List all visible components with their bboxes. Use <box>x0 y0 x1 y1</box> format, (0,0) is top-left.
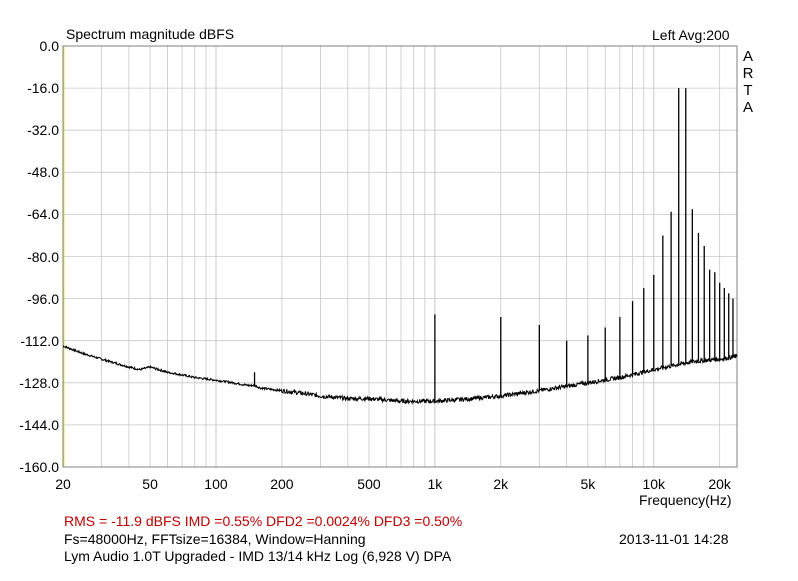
x-tick-label: 500 <box>357 476 381 492</box>
y-tick-label: -112.0 <box>20 332 59 349</box>
chart-title: Spectrum magnitude dBFS <box>66 26 235 42</box>
y-tick-label: -32.0 <box>27 122 59 139</box>
x-tick-label: 20k <box>708 476 731 492</box>
arta-letter: R <box>742 65 754 82</box>
y-tick-label: 0.0 <box>39 38 59 54</box>
chart-grid <box>62 45 737 468</box>
channel-average-label: Left Avg:200 <box>652 27 730 43</box>
x-tick-label: 1k <box>427 476 443 492</box>
x-tick-label: 5k <box>580 476 596 492</box>
arta-letter: A <box>742 48 753 65</box>
y-tick-label: -128.0 <box>19 374 59 391</box>
x-tick-label: 100 <box>204 476 228 492</box>
x-tick-label: 20 <box>55 476 71 492</box>
noise-floor-line <box>63 345 738 405</box>
arta-letter: A <box>742 99 753 116</box>
timestamp: 2013-11-01 14:28 <box>619 531 729 547</box>
y-tick-label: -80.0 <box>27 248 59 265</box>
plot-area <box>62 45 738 468</box>
y-tick-label: -160.0 <box>19 459 59 475</box>
measurement-description: Lym Audio 1.0T Upgraded - IMD 13/14 kHz … <box>64 548 452 564</box>
x-tick-label: 50 <box>142 476 158 492</box>
y-tick-label: -144.0 <box>19 416 59 433</box>
spectral-peaks <box>253 88 734 402</box>
y-tick-label: -48.0 <box>27 164 59 181</box>
measurement-results: RMS = -11.9 dBFS IMD =0.55% DFD2 =0.0024… <box>64 513 463 529</box>
y-tick-label: -16.0 <box>27 80 59 97</box>
x-tick-label: 2k <box>493 476 509 492</box>
x-axis-label: Frequency(Hz) <box>639 492 732 508</box>
x-tick-label: 10k <box>642 476 666 492</box>
fft-settings: Fs=48000Hz, FFTsize=16384, Window=Hannin… <box>64 531 366 547</box>
arta-letter: T <box>743 82 753 99</box>
y-tick-label: -64.0 <box>27 206 59 223</box>
y-tick-label: -96.0 <box>27 290 59 307</box>
x-tick-label: 200 <box>270 476 294 492</box>
arta-logo: A R T A <box>741 48 755 116</box>
